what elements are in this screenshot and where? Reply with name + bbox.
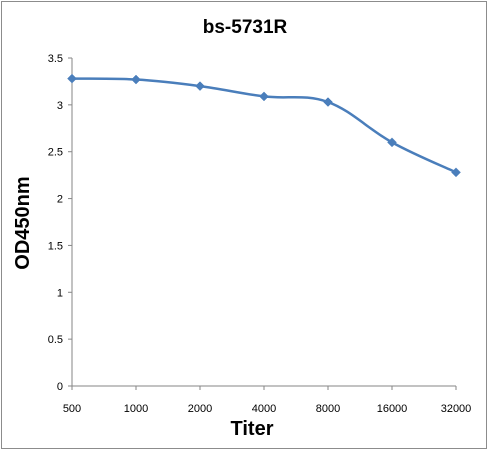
y-tick-label: 0.5 (48, 334, 63, 346)
data-point-marker (451, 167, 461, 178)
x-axis: 500 1000 2000 4000 8000 16000 32000 (63, 385, 472, 415)
data-point-marker (195, 81, 205, 91)
x-tick-label: 2000 (188, 403, 212, 415)
y-tick-label: 1 (57, 287, 63, 299)
x-tick-label: 500 (63, 403, 81, 415)
y-axis: 0 0.5 1 1.5 2 2.5 3 3.5 (48, 53, 73, 393)
data-point-marker (67, 73, 77, 84)
series-group (67, 73, 461, 178)
y-tick-label: 1.5 (48, 240, 63, 252)
x-tick-label: 32000 (441, 403, 472, 415)
x-tick-label: 16000 (377, 403, 408, 415)
data-point-marker (387, 137, 397, 148)
data-point-marker (131, 74, 141, 85)
y-tick-label: 2 (57, 194, 63, 206)
y-tick-label: 3 (57, 100, 63, 112)
y-tick-label: 3.5 (48, 53, 63, 65)
data-point-marker (259, 91, 269, 102)
y-axis-title: OD450nm (12, 176, 34, 269)
chart-title: bs-5731R (203, 17, 288, 38)
y-tick-label: 2.5 (48, 147, 63, 159)
x-axis-title: Titer (231, 418, 274, 440)
data-point-marker (323, 97, 333, 107)
y-tick-label: 0 (57, 381, 63, 393)
x-tick-label: 4000 (252, 403, 276, 415)
x-tick-label: 8000 (316, 403, 340, 415)
x-tick-label: 1000 (124, 403, 148, 415)
